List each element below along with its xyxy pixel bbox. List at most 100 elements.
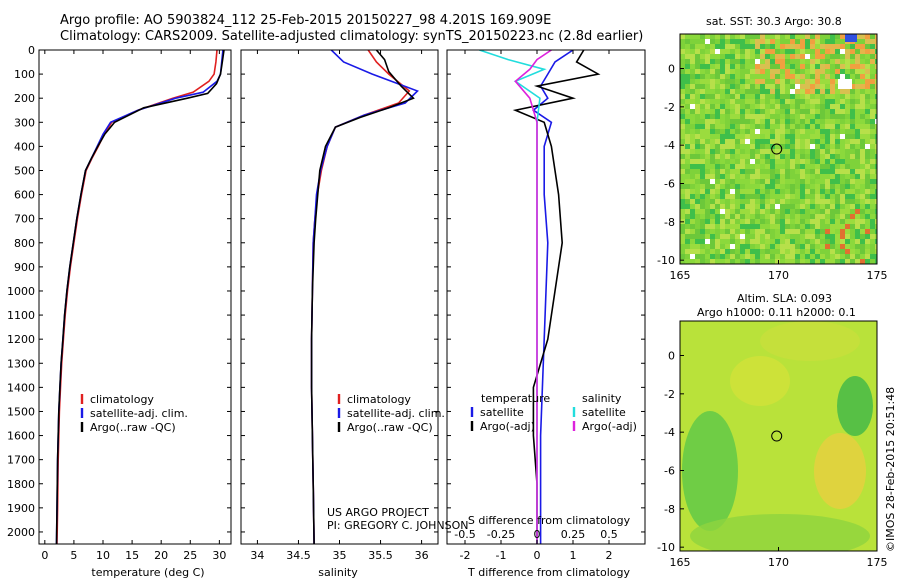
- map-cell: [770, 34, 776, 40]
- map-cell: [775, 189, 781, 195]
- map-cell: [765, 179, 771, 185]
- map-cell: [830, 204, 836, 210]
- map-cell: [795, 189, 801, 195]
- map-cell: [805, 44, 811, 50]
- map-cell: [775, 64, 781, 70]
- map-cell: [765, 64, 771, 70]
- map-cell: [730, 249, 736, 255]
- map-cell: [830, 89, 836, 95]
- map-cell: [800, 219, 806, 225]
- series-line-temperature-satellite: [532, 50, 574, 544]
- map-cell: [810, 34, 816, 40]
- map-cell: [795, 214, 801, 220]
- map-cell: [710, 39, 716, 45]
- map-cell: [775, 244, 781, 250]
- map-cell: [805, 59, 811, 65]
- map-cell: [795, 114, 801, 120]
- map-cell: [785, 254, 791, 260]
- map-cell: [770, 119, 776, 125]
- map-cell: [720, 134, 726, 140]
- y-tick-label: 600: [14, 189, 35, 202]
- map-cell: [845, 154, 851, 160]
- map-cell: [850, 74, 856, 80]
- map-cell: [810, 139, 816, 145]
- map-cell: [685, 69, 691, 75]
- map-cell: [790, 139, 796, 145]
- map-cell: [705, 144, 711, 150]
- map-cell: [860, 139, 866, 145]
- map-cell: [790, 134, 796, 140]
- map-cell: [755, 209, 761, 215]
- map-cell: [840, 74, 846, 80]
- map-cell: [705, 179, 711, 185]
- map-cell: [715, 49, 721, 55]
- map-cell: [760, 219, 766, 225]
- map-cell: [825, 154, 831, 160]
- map-cell: [815, 214, 821, 220]
- map-cell: [710, 259, 716, 264]
- map-cell: [780, 199, 786, 205]
- map-cell: [840, 64, 846, 70]
- map-cell: [845, 59, 851, 65]
- map-cell: [690, 174, 696, 180]
- map-cell: [840, 219, 846, 225]
- map-cell: [680, 244, 686, 250]
- map-cell: [805, 84, 811, 90]
- map-cell: [695, 34, 701, 40]
- map-cell: [730, 159, 736, 165]
- map-cell: [860, 134, 866, 140]
- x-tick-label: 36: [415, 549, 429, 562]
- map-cell: [865, 134, 871, 140]
- map-cell: [860, 169, 866, 175]
- map-cell: [805, 69, 811, 75]
- map-cell: [800, 69, 806, 75]
- map-cell: [845, 214, 851, 220]
- sla-map-title-line-2: Argo h1000: 0.11 h2000: 0.1: [697, 306, 856, 319]
- y-tick-label: 1600: [7, 430, 35, 443]
- map-cell: [860, 229, 866, 235]
- map-cell: [870, 114, 876, 120]
- map-cell: [865, 124, 871, 130]
- map-cell: [730, 149, 736, 155]
- map-cell: [765, 204, 771, 210]
- map-cell: [815, 34, 821, 40]
- legend-label: satellite: [480, 406, 524, 419]
- map-cell: [795, 44, 801, 50]
- map-cell: [725, 229, 731, 235]
- map-cell: [845, 164, 851, 170]
- map-cell: [785, 214, 791, 220]
- map-cell: [825, 139, 831, 145]
- map-cell: [815, 169, 821, 175]
- map-cell: [780, 254, 786, 260]
- map-cell: [775, 39, 781, 45]
- map-cell: [745, 54, 751, 60]
- map-cell: [855, 134, 861, 140]
- map-cell: [755, 239, 761, 245]
- map-cell: [685, 94, 691, 100]
- map-cell: [855, 129, 861, 135]
- map-cell: [740, 114, 746, 120]
- map-cell: [805, 124, 811, 130]
- map-cell: [830, 239, 836, 245]
- map-cell: [795, 119, 801, 125]
- map-cell: [850, 84, 856, 90]
- map-cell: [865, 139, 871, 145]
- map-cell: [685, 84, 691, 90]
- x-tick-label-S: -0.5: [454, 528, 475, 541]
- map-cell: [825, 164, 831, 170]
- map-cell: [730, 194, 736, 200]
- series-line-salinity-satellite: [479, 50, 547, 544]
- map-cell: [685, 39, 691, 45]
- map-cell: [740, 244, 746, 250]
- map-cell: [700, 109, 706, 115]
- map-cell: [805, 94, 811, 100]
- plot-frame: [446, 49, 646, 545]
- map-cell: [705, 109, 711, 115]
- map-cell: [710, 134, 716, 140]
- map-cell: [820, 59, 826, 65]
- map-cell: [770, 79, 776, 85]
- map-cell: [845, 189, 851, 195]
- map-cell: [725, 109, 731, 115]
- map-cell: [685, 199, 691, 205]
- map-cell: [710, 114, 716, 120]
